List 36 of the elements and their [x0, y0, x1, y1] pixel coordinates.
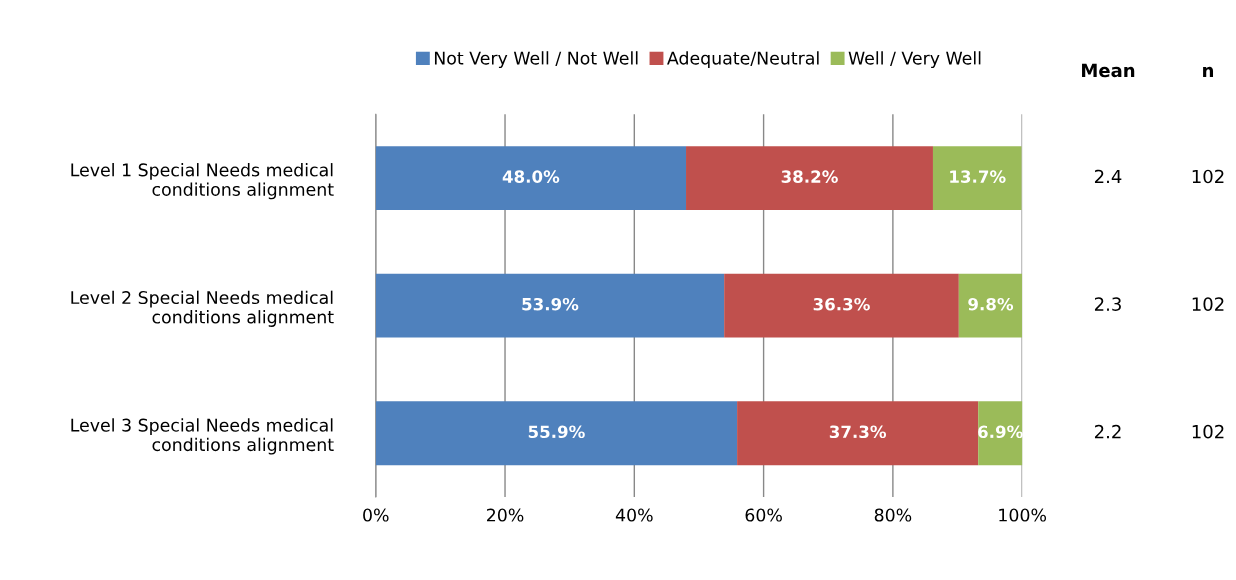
- text: n: [1203, 66, 1214, 77]
- bar: [375, 401, 738, 466]
- bar: [375, 146, 687, 210]
- text: 102: [1192, 297, 1224, 311]
- text: 2.2: [1094, 424, 1121, 439]
- data-label: 36.3%: [813, 297, 870, 311]
- text: Mean: [1082, 63, 1135, 78]
- bar: [375, 273, 725, 338]
- legend-label: Adequate/Neutral: [667, 51, 819, 69]
- data-label: 38.2%: [781, 170, 838, 183]
- data-label: 37.3%: [829, 425, 887, 439]
- data-label: 55.9%: [528, 425, 585, 439]
- data-label: 53.9%: [522, 297, 579, 311]
- data-label: 48.0%: [502, 170, 560, 183]
- bar: [724, 273, 959, 338]
- bar: [737, 401, 979, 466]
- x-tick-label: 80%: [874, 508, 912, 522]
- data-label: 9.8%: [968, 297, 1014, 311]
- y-tick-label: Level 2 Special Needs medical conditions alignment: [71, 290, 334, 327]
- text: 102: [1192, 169, 1224, 184]
- bar: [958, 273, 1023, 338]
- y-tick-label: Level 1 Special Needs medical conditions alignment: [71, 163, 334, 200]
- text: 2.4: [1094, 169, 1122, 184]
- legend-label: Not Very Well / Not Well: [434, 51, 638, 69]
- data-label: 13.7%: [950, 170, 1006, 183]
- x-tick-label: 20%: [487, 508, 524, 522]
- bar: [932, 146, 1022, 210]
- text: 2.3: [1094, 297, 1121, 311]
- y-tick-label: Level 3 Special Needs medical conditions alignment: [71, 418, 334, 455]
- x-tick-label: 0%: [363, 508, 389, 522]
- x-tick-label: 100%: [999, 508, 1047, 522]
- x-tick-label: 40%: [615, 508, 653, 522]
- text: 102: [1192, 424, 1224, 439]
- legend-label: Well / Very Well: [848, 51, 981, 69]
- x-tick-label: 60%: [745, 508, 782, 522]
- bar: [686, 146, 933, 210]
